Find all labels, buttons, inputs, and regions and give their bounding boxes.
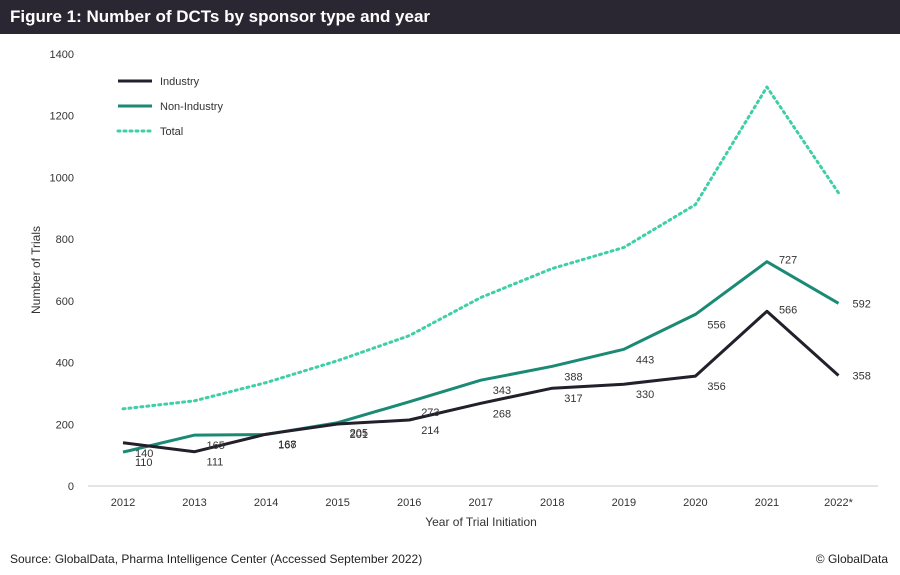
data-label: 566	[779, 304, 797, 316]
series-lines	[121, 85, 840, 454]
copyright-note: © GlobalData	[815, 552, 888, 566]
data-label: 268	[493, 408, 511, 420]
y-axis-ticks: 0 200 400 600 800 1000 1200 1400	[50, 49, 74, 493]
y-axis-title: Number of Trials	[29, 226, 43, 314]
data-label: 165	[207, 440, 225, 452]
x-tick-label: 2015	[325, 497, 349, 509]
data-label: 205	[350, 428, 368, 440]
x-axis-ticks: 2012 2013 2014 2015 2016 2017 2018 2019 2020 2021…	[111, 497, 854, 509]
y-tick-label: 1400	[50, 49, 74, 61]
series-line	[122, 309, 840, 454]
x-tick-label: 2022*	[824, 497, 853, 509]
data-label: 273	[421, 407, 439, 419]
y-tick-label: 0	[68, 481, 74, 493]
series-line	[121, 85, 840, 411]
data-label: 388	[564, 371, 582, 383]
x-tick-label: 2018	[540, 497, 564, 509]
data-label: 167	[278, 439, 296, 451]
x-tick-label: 2019	[612, 497, 636, 509]
x-axis-title: Year of Trial Initiation	[425, 515, 537, 529]
y-tick-label: 800	[56, 234, 74, 246]
data-label: 592	[853, 298, 871, 310]
y-tick-label: 1000	[50, 172, 74, 184]
source-note: Source: GlobalData, Pharma Intelligence …	[10, 552, 423, 566]
data-label: 168	[278, 439, 296, 451]
data-label: 214	[421, 425, 439, 437]
y-tick-label: 600	[56, 296, 74, 308]
x-tick-label: 2020	[683, 497, 707, 509]
y-tick-label: 1200	[50, 111, 74, 123]
x-tick-label: 2021	[755, 497, 779, 509]
x-tick-label: 2012	[111, 497, 135, 509]
data-label: 201	[350, 429, 368, 441]
y-tick-label: 400	[56, 358, 74, 370]
legend: Industry Non-Industry Total	[116, 76, 223, 138]
legend-label: Industry	[160, 76, 200, 88]
legend-label: Total	[160, 126, 183, 138]
data-label: 356	[707, 381, 725, 393]
data-label: 110	[135, 457, 153, 469]
y-tick-label: 200	[56, 419, 74, 431]
data-label: 727	[779, 255, 797, 267]
data-label: 556	[707, 319, 725, 331]
x-tick-label: 2014	[254, 497, 278, 509]
data-label: 343	[493, 385, 511, 397]
series-line	[122, 260, 840, 454]
data-label: 317	[564, 393, 582, 405]
x-tick-label: 2016	[397, 497, 421, 509]
figure-header: Figure 1: Number of DCTs by sponsor type…	[0, 0, 900, 34]
data-label: 330	[636, 389, 654, 401]
data-label: 111	[207, 457, 224, 469]
figure-title: Figure 1: Number of DCTs by sponsor type…	[10, 7, 431, 26]
data-label: 443	[636, 354, 654, 366]
x-tick-label: 2017	[469, 497, 493, 509]
data-label: 140	[135, 448, 153, 460]
x-tick-label: 2013	[182, 497, 206, 509]
data-label: 358	[853, 371, 871, 383]
data-labels: 140 111 168 201 214 268 317 330 356 566 358 110 165 1…	[135, 255, 871, 469]
legend-label: Non-Industry	[160, 101, 223, 113]
